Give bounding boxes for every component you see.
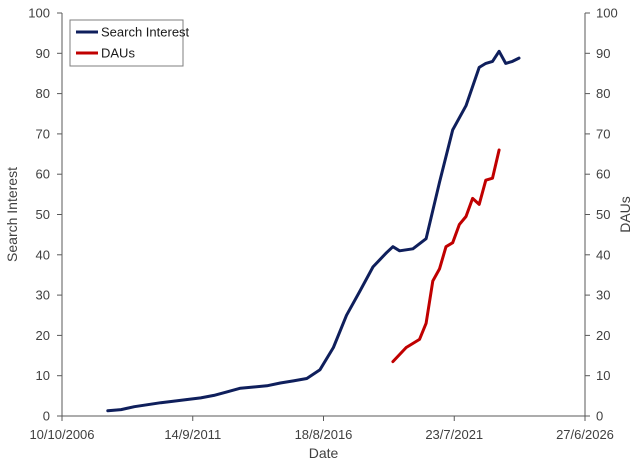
- data-point: [497, 50, 501, 53]
- data-point: [464, 104, 468, 107]
- data-point: [173, 399, 176, 403]
- right-y-tick-label: 50: [596, 207, 610, 222]
- right-y-tick-label: 100: [596, 6, 618, 21]
- legend-box: [69, 19, 184, 67]
- ticks: 0 10 20 30 40 50 60 70 80 90 100 0 10 20 30 40 50 60 70 80 9…: [28, 6, 617, 443]
- data-point: [497, 148, 501, 152]
- left-y-tick-label: 0: [43, 409, 50, 424]
- series-line-search-interest: [106, 49, 521, 413]
- data-point: [511, 60, 514, 63]
- x-tick-label: 14/9/2011: [164, 427, 221, 442]
- data-point: [405, 346, 408, 349]
- left-y-tick-label: 80: [36, 86, 50, 101]
- x-tick-label: 10/10/2006: [29, 427, 94, 442]
- right-y-tick-label: 30: [596, 288, 610, 303]
- data-point: [431, 279, 434, 283]
- data-point: [504, 62, 507, 65]
- series-line-daus: [391, 148, 501, 364]
- data-point: [212, 394, 216, 397]
- data-point: [451, 128, 454, 132]
- data-point: [239, 387, 242, 390]
- left-y-tick-label: 10: [36, 368, 50, 383]
- data-point: [133, 405, 136, 408]
- data-point: [484, 179, 487, 182]
- data-point: [391, 245, 395, 248]
- data-point: [438, 181, 441, 184]
- data-point: [517, 56, 521, 60]
- data-point: [424, 237, 428, 240]
- data-point: [391, 360, 395, 363]
- right-y-tick-label: 70: [596, 126, 610, 141]
- right-y-tick-label: 0: [596, 409, 603, 424]
- data-point: [199, 396, 202, 400]
- left-y-tick-label: 50: [36, 207, 50, 222]
- data-point: [471, 197, 474, 200]
- legend: Search Interest DAUs: [69, 19, 190, 67]
- right-y-tick-label: 20: [596, 328, 610, 343]
- left-y-tick-label: 70: [36, 126, 50, 141]
- data-point: [252, 385, 255, 389]
- x-tick-label: 27/6/2026: [556, 427, 614, 442]
- data-point: [398, 249, 401, 252]
- data-point: [438, 267, 441, 271]
- data-point: [371, 265, 375, 269]
- data-point: [345, 314, 348, 317]
- data-point: [478, 203, 481, 206]
- data-point: [444, 245, 448, 248]
- left-y-tick-label: 40: [36, 247, 50, 262]
- data-point: [305, 377, 308, 380]
- axes: [61, 13, 586, 417]
- data-point: [424, 322, 428, 325]
- data-point: [358, 289, 362, 293]
- data-point: [451, 241, 454, 244]
- data-point: [332, 346, 335, 349]
- data-point: [265, 384, 269, 387]
- data-point: [106, 409, 110, 412]
- right-y-tick-label: 90: [596, 46, 610, 61]
- data-point: [458, 223, 461, 226]
- series: [106, 49, 521, 413]
- right-y-tick-label: 10: [596, 368, 610, 383]
- left-y-tick-label: 100: [28, 6, 50, 21]
- right-y-tick-label: 80: [596, 86, 610, 101]
- data-point: [318, 368, 322, 371]
- left-y-tick-label: 20: [36, 328, 50, 343]
- x-tick-label: 18/8/2016: [295, 427, 353, 442]
- x-axis-title: Date: [309, 445, 339, 461]
- data-point: [186, 398, 189, 401]
- data-point: [478, 66, 481, 69]
- left-y-tick-label: 60: [36, 167, 50, 182]
- data-point: [411, 247, 415, 250]
- data-point: [226, 390, 229, 393]
- right-y-axis-title: DAUs: [617, 196, 633, 233]
- data-point: [418, 338, 421, 341]
- data-point: [464, 215, 468, 218]
- x-tick-label: 23/7/2021: [425, 427, 483, 442]
- left-y-axis-title: Search Interest: [4, 167, 20, 262]
- right-y-tick-label: 40: [596, 247, 610, 262]
- data-point: [484, 62, 487, 65]
- right-y-tick-label: 60: [596, 167, 610, 182]
- data-point: [491, 60, 494, 63]
- legend-label-search-interest: Search Interest: [101, 25, 190, 40]
- data-point: [292, 379, 295, 383]
- data-point: [279, 381, 282, 385]
- legend-label-daus: DAUs: [101, 46, 135, 61]
- left-y-tick-label: 90: [36, 46, 50, 61]
- data-point: [119, 408, 123, 411]
- data-point: [146, 403, 149, 406]
- data-point: [385, 251, 388, 254]
- data-point: [159, 401, 162, 404]
- data-point: [491, 177, 494, 180]
- left-y-tick-label: 30: [36, 288, 50, 303]
